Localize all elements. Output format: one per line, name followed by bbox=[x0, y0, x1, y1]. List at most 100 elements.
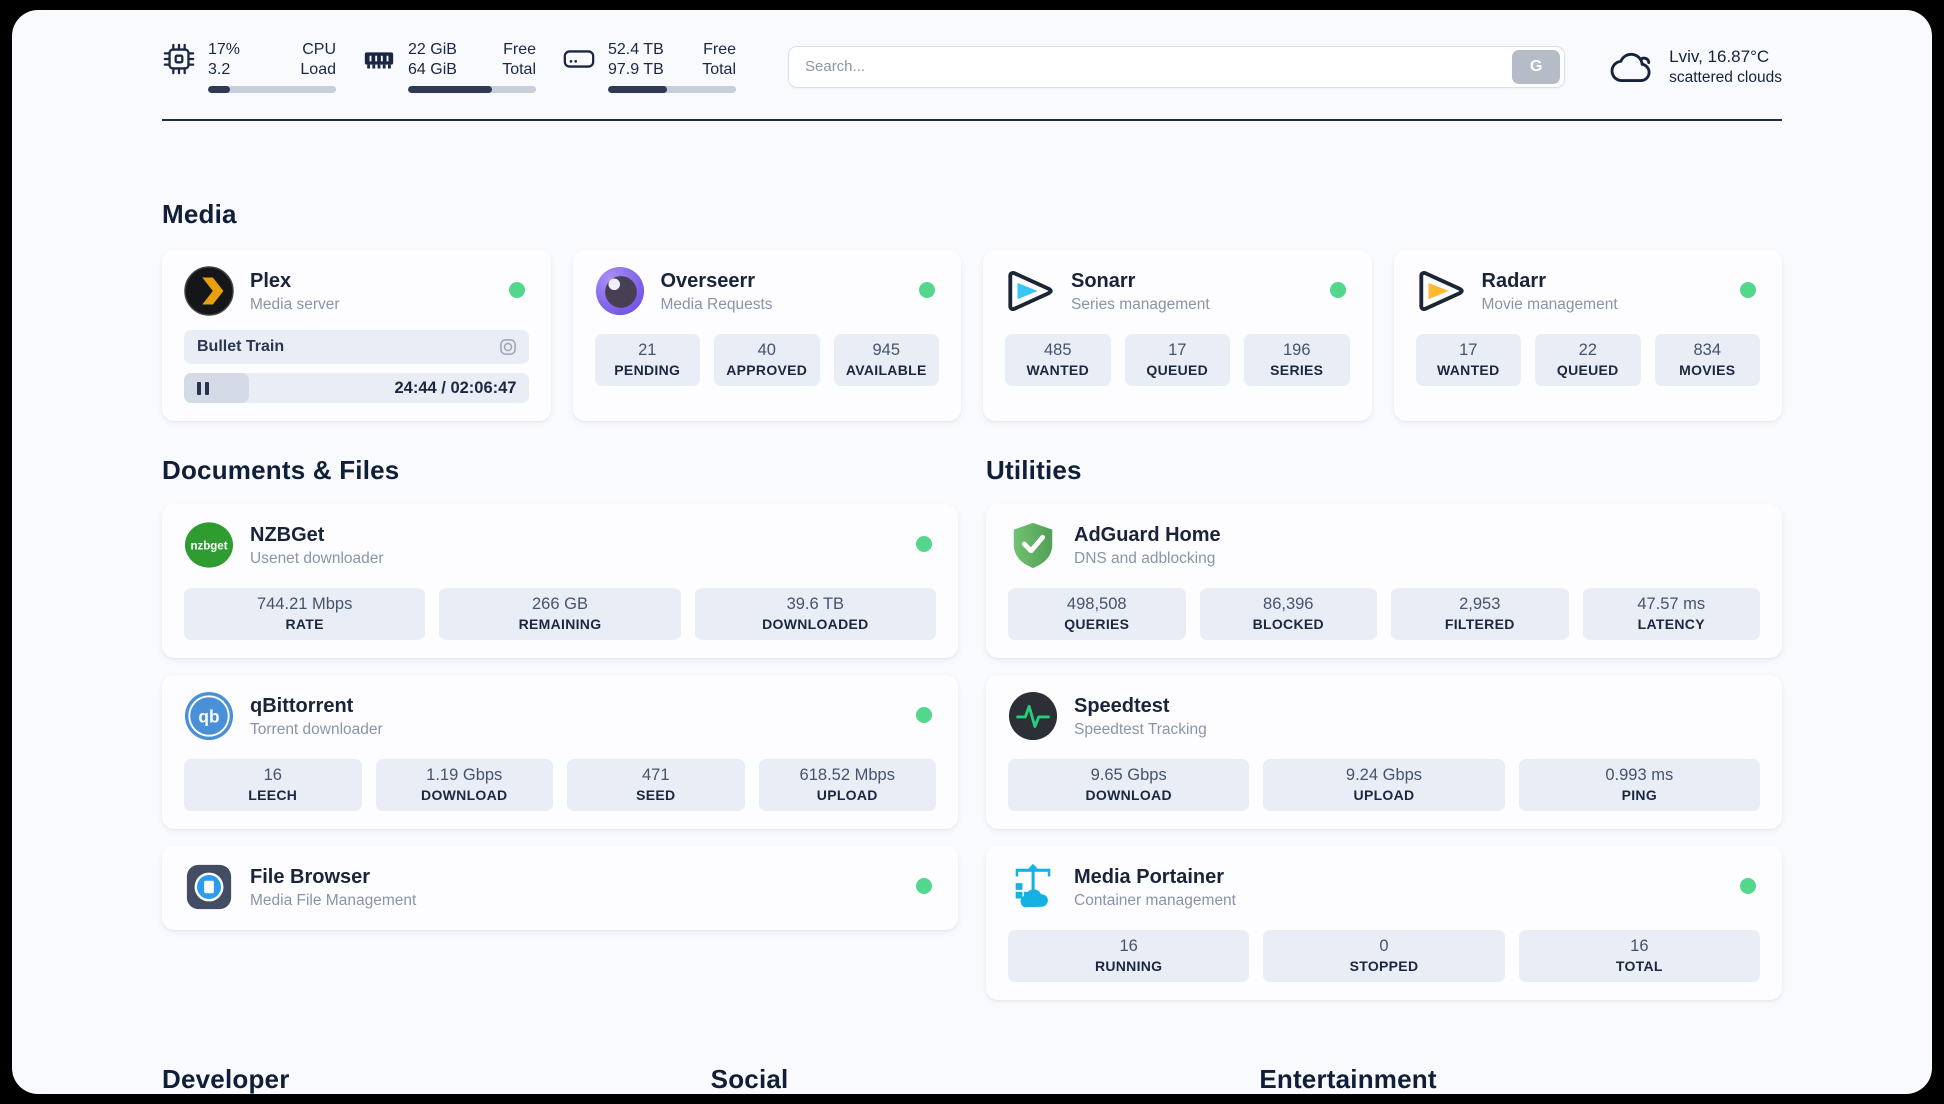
stat-box: 945 AVAILABLE bbox=[833, 334, 939, 386]
speedtest-icon bbox=[1008, 691, 1058, 741]
stat-box: 498,508 QUERIES bbox=[1008, 588, 1186, 640]
app-title: AdGuard Home bbox=[1074, 523, 1221, 546]
cpu-usage-label: CPU bbox=[302, 41, 336, 58]
app-card-overseerr[interactable]: Overseerr Media Requests 21 PENDING 40 A… bbox=[572, 250, 961, 421]
disk-total-value: 97.9 TB bbox=[608, 61, 664, 78]
radarr-icon bbox=[1416, 266, 1466, 316]
cast-icon bbox=[498, 337, 518, 357]
app-desc: Torrent downloader bbox=[250, 720, 383, 738]
ram-progress-track bbox=[408, 86, 536, 93]
stat-box: 196 SERIES bbox=[1244, 334, 1350, 386]
stat-box: 16 LEECH bbox=[184, 759, 362, 811]
svg-text:qb: qb bbox=[198, 707, 219, 727]
stat-box: 618.52 Mbps UPLOAD bbox=[758, 759, 936, 811]
status-dot bbox=[1740, 878, 1756, 894]
search-bar: G bbox=[788, 45, 1566, 88]
utilities-column: Utilities bbox=[986, 455, 1782, 1000]
cloud-icon bbox=[1609, 47, 1655, 87]
filebrowser-icon bbox=[184, 862, 234, 912]
cpu-load-value: 3.2 bbox=[208, 61, 231, 78]
ram-total-label: Total bbox=[502, 61, 536, 78]
disk-free-label: Free bbox=[703, 41, 736, 58]
app-title: File Browser bbox=[250, 865, 371, 888]
weather-condition: scattered clouds bbox=[1669, 68, 1782, 86]
nzbget-icon: nzbget bbox=[184, 520, 234, 570]
cpu-progress-fill bbox=[208, 86, 230, 93]
app-card-filebrowser[interactable]: File Browser Media File Management bbox=[162, 846, 958, 930]
status-dot bbox=[508, 282, 525, 298]
app-title: NZBGet bbox=[250, 523, 325, 546]
cpu-usage-value: 17% bbox=[208, 41, 241, 58]
portainer-icon bbox=[1008, 862, 1058, 912]
app-card-adguard[interactable]: AdGuard Home DNS and adblocking 498,508 … bbox=[986, 504, 1782, 658]
status-dot bbox=[916, 536, 932, 552]
stat-box: 266 GB REMAINING bbox=[439, 588, 681, 640]
app-card-plex[interactable]: Plex Media server Bullet Train bbox=[162, 250, 551, 421]
stat-box: 0.993 ms PING bbox=[1518, 759, 1760, 811]
stat-box: 40 APPROVED bbox=[714, 334, 820, 386]
app-desc: Speedtest Tracking bbox=[1074, 720, 1207, 738]
stat-box: 834 MOVIES bbox=[1654, 334, 1760, 386]
stat-box: 16 RUNNING bbox=[1008, 930, 1250, 982]
section-title-documents: Documents & Files bbox=[162, 455, 400, 485]
playback-time: 24:44 / 02:06:47 bbox=[394, 378, 517, 397]
bookmark-group-social: Social LI LinkedIn linkedin.com TW Twitt… bbox=[711, 1064, 1234, 1094]
app-desc: Media Requests bbox=[660, 295, 773, 313]
search-provider-button[interactable]: G bbox=[1512, 49, 1561, 84]
cpu-stat-widget: 17% 3.2 CPU Load bbox=[162, 40, 336, 93]
stat-box: 16 TOTAL bbox=[1518, 930, 1760, 982]
svg-text:nzbget: nzbget bbox=[190, 540, 227, 552]
qbittorrent-icon: qb bbox=[184, 691, 234, 741]
app-card-qbittorrent[interactable]: qb qBittorrent Torrent downloader bbox=[162, 675, 958, 829]
stat-box: 47.57 ms LATENCY bbox=[1582, 588, 1760, 640]
documents-column: Documents & Files nzbget bbox=[162, 455, 958, 1000]
stat-box: 86,396 BLOCKED bbox=[1199, 588, 1377, 640]
app-title: Radarr bbox=[1481, 269, 1546, 292]
cpu-icon bbox=[162, 42, 196, 76]
app-title: Speedtest bbox=[1074, 694, 1170, 717]
status-dot bbox=[916, 878, 932, 894]
stat-box: 9.24 Gbps UPLOAD bbox=[1263, 759, 1505, 811]
now-playing-title: Bullet Train bbox=[197, 338, 285, 355]
disk-icon bbox=[562, 42, 596, 76]
section-title-media: Media bbox=[162, 199, 237, 229]
app-title: qBittorrent bbox=[250, 694, 354, 717]
app-desc: Series management bbox=[1071, 295, 1210, 313]
ram-stat-widget: 22 GiB 64 GiB Free Total bbox=[362, 40, 536, 93]
app-desc: DNS and adblocking bbox=[1074, 549, 1216, 567]
app-card-speedtest[interactable]: Speedtest Speedtest Tracking 9.65 Gbps D… bbox=[986, 675, 1782, 829]
app-card-nzbget[interactable]: nzbget NZBGet Usenet downloader 74 bbox=[162, 504, 958, 658]
ram-total-value: 64 GiB bbox=[408, 61, 457, 78]
app-title: Overseerr bbox=[660, 269, 756, 292]
app-title: Sonarr bbox=[1071, 269, 1136, 292]
dashboard-panel: 17% 3.2 CPU Load bbox=[12, 10, 1932, 1094]
app-card-radarr[interactable]: Radarr Movie management 17 WANTED 22 QUE… bbox=[1393, 250, 1782, 421]
app-card-sonarr[interactable]: Sonarr Series management 485 WANTED 17 Q… bbox=[983, 250, 1372, 421]
app-desc: Media server bbox=[250, 295, 340, 313]
app-card-portainer[interactable]: Media Portainer Container management 16 … bbox=[986, 846, 1782, 1000]
status-dot bbox=[919, 282, 935, 298]
stat-box: 1.19 Gbps DOWNLOAD bbox=[375, 759, 553, 811]
stat-box: 2,953 FILTERED bbox=[1391, 588, 1569, 640]
search-input[interactable] bbox=[789, 58, 1513, 75]
disk-total-label: Total bbox=[702, 61, 736, 78]
disk-free-value: 52.4 TB bbox=[608, 41, 664, 58]
stat-box: 22 QUEUED bbox=[1535, 334, 1641, 386]
stat-box: 39.6 TB DOWNLOADED bbox=[694, 588, 936, 640]
bookmarks-section: Developer GH Github github.com SO StackO… bbox=[162, 1064, 1782, 1094]
ram-free-value: 22 GiB bbox=[408, 41, 457, 58]
app-desc: Container management bbox=[1074, 891, 1236, 909]
bookmark-group-developer: Developer GH Github github.com SO StackO… bbox=[162, 1064, 685, 1094]
cpu-progress-track bbox=[208, 86, 336, 93]
ram-icon bbox=[362, 42, 396, 76]
plex-icon bbox=[184, 266, 234, 316]
ram-progress-fill bbox=[408, 86, 493, 93]
disk-progress-fill bbox=[608, 86, 667, 93]
status-dot bbox=[916, 707, 932, 723]
stat-box: 485 WANTED bbox=[1005, 334, 1111, 386]
app-title: Plex bbox=[250, 269, 292, 292]
app-desc: Movie management bbox=[1481, 295, 1618, 313]
stat-box: 17 WANTED bbox=[1415, 334, 1521, 386]
adguard-icon bbox=[1008, 520, 1058, 570]
app-desc: Media File Management bbox=[250, 891, 417, 909]
